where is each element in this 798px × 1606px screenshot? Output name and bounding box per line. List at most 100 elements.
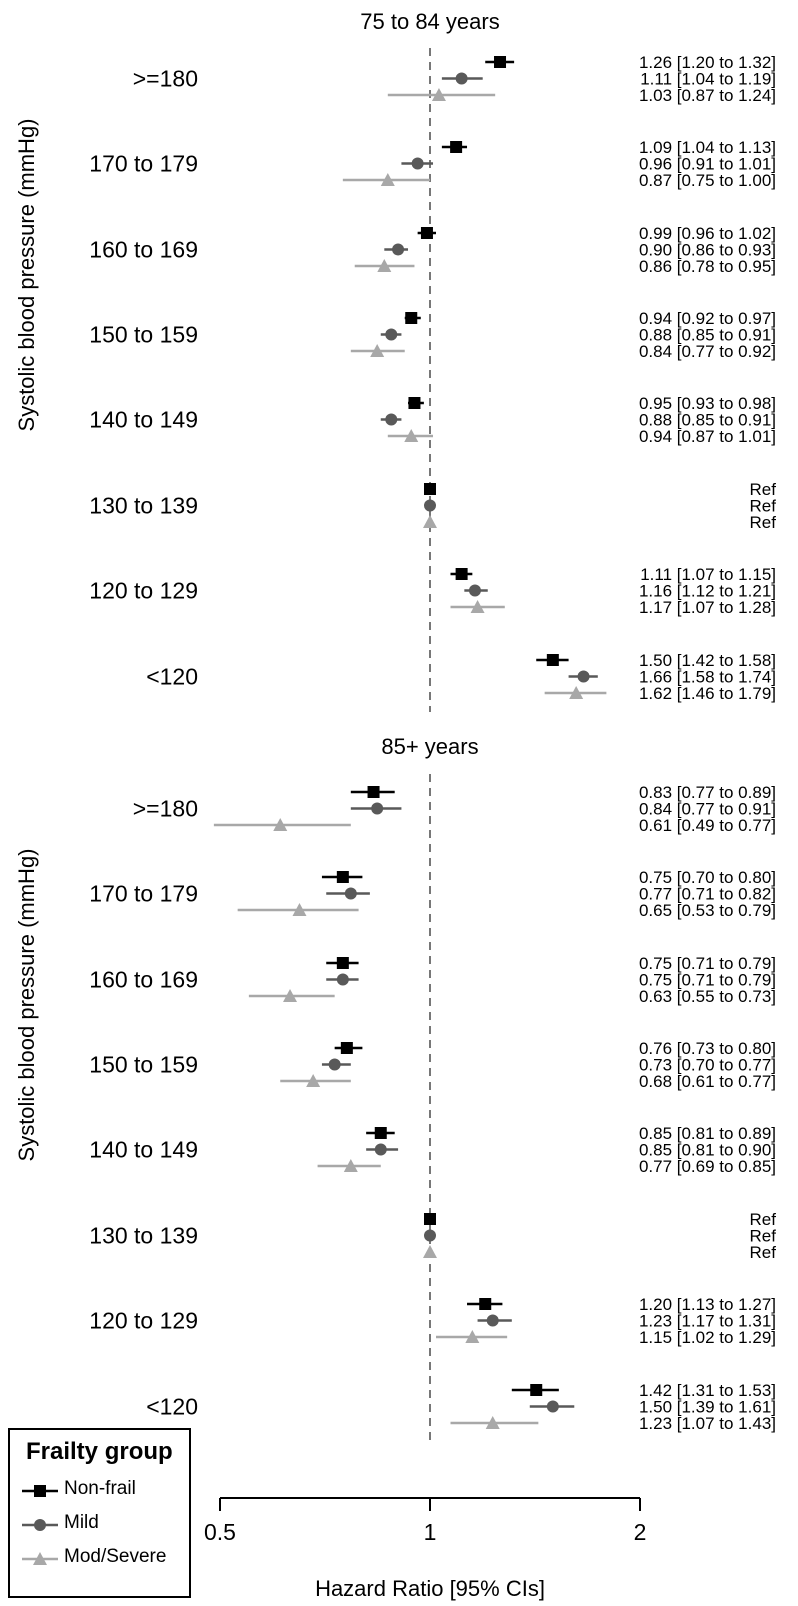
point-marker bbox=[569, 686, 584, 699]
estimate-label: 0.86 [0.78 to 0.95] bbox=[639, 257, 776, 276]
estimate-label: 1.20 [1.13 to 1.27] bbox=[639, 1295, 776, 1314]
point-marker bbox=[424, 1229, 436, 1242]
point-marker bbox=[343, 1159, 358, 1172]
point-marker bbox=[283, 989, 298, 1002]
estimate-label: 1.23 [1.17 to 1.31] bbox=[639, 1312, 776, 1331]
point-marker bbox=[546, 654, 559, 666]
estimate-label: Ref bbox=[750, 513, 777, 532]
point-marker bbox=[423, 515, 437, 528]
category-label: >=180 bbox=[133, 66, 198, 92]
category-label: 160 to 169 bbox=[89, 967, 198, 993]
x-tick-label: 2 bbox=[634, 1519, 647, 1545]
point-marker bbox=[408, 397, 421, 409]
point-marker bbox=[377, 259, 392, 272]
estimate-label: 1.09 [1.04 to 1.13] bbox=[639, 138, 776, 157]
estimate-label: 0.95 [0.93 to 0.98] bbox=[639, 394, 776, 413]
category-label: <120 bbox=[146, 664, 198, 690]
category-label: 120 to 129 bbox=[89, 1308, 198, 1334]
estimate-label: 0.75 [0.71 to 0.79] bbox=[639, 971, 776, 990]
estimate-label: 0.75 [0.71 to 0.79] bbox=[639, 954, 776, 973]
point-marker bbox=[380, 173, 395, 186]
category-label: <120 bbox=[146, 1394, 198, 1420]
point-marker bbox=[385, 413, 398, 426]
category-label: 170 to 179 bbox=[89, 881, 198, 907]
point-marker bbox=[577, 670, 590, 683]
point-marker bbox=[530, 1384, 543, 1396]
legend-label: Mild bbox=[64, 1512, 99, 1533]
point-marker bbox=[411, 157, 424, 170]
point-marker bbox=[420, 227, 433, 239]
point-marker bbox=[374, 1127, 387, 1139]
estimate-label: 0.85 [0.81 to 0.90] bbox=[639, 1141, 776, 1160]
estimate-label: 1.26 [1.20 to 1.32] bbox=[639, 53, 776, 72]
estimate-label: 0.99 [0.96 to 1.02] bbox=[639, 224, 776, 243]
estimate-label: 0.77 [0.69 to 0.85] bbox=[639, 1157, 776, 1176]
estimate-label: 0.65 [0.53 to 0.79] bbox=[639, 901, 776, 920]
estimate-label: 0.61 [0.49 to 0.77] bbox=[639, 816, 776, 835]
point-marker bbox=[273, 818, 288, 831]
panel-title: 85+ years bbox=[381, 734, 478, 759]
point-marker bbox=[465, 1330, 480, 1343]
estimate-label: 0.88 [0.85 to 0.91] bbox=[639, 326, 776, 345]
point-marker bbox=[470, 600, 485, 613]
estimate-label: 0.94 [0.87 to 1.01] bbox=[639, 427, 776, 446]
point-marker bbox=[423, 1245, 437, 1258]
estimate-label: 0.63 [0.55 to 0.73] bbox=[639, 987, 776, 1006]
point-marker bbox=[336, 871, 349, 883]
point-marker bbox=[455, 72, 468, 85]
estimate-label: 1.23 [1.07 to 1.43] bbox=[639, 1414, 776, 1433]
point-marker bbox=[450, 141, 463, 153]
point-marker bbox=[424, 1213, 436, 1225]
estimate-label: 1.15 [1.02 to 1.29] bbox=[639, 1328, 776, 1347]
estimate-label: 1.03 [0.87 to 1.24] bbox=[639, 86, 776, 105]
estimate-label: 0.87 [0.75 to 1.00] bbox=[639, 171, 776, 190]
estimate-label: 0.90 [0.86 to 0.93] bbox=[639, 241, 776, 260]
point-marker bbox=[431, 88, 446, 101]
estimate-label: 1.17 [1.07 to 1.28] bbox=[639, 598, 776, 617]
point-marker bbox=[336, 973, 349, 986]
x-tick-label: 0.5 bbox=[204, 1519, 236, 1545]
point-marker bbox=[405, 312, 418, 324]
category-label: 170 to 179 bbox=[89, 151, 198, 177]
point-marker bbox=[424, 499, 436, 512]
point-marker bbox=[455, 568, 468, 580]
category-label: 150 to 159 bbox=[89, 322, 198, 348]
square-marker-icon bbox=[22, 1485, 58, 1497]
point-marker bbox=[494, 56, 507, 68]
category-label: 160 to 169 bbox=[89, 237, 198, 263]
category-label: 130 to 139 bbox=[89, 1223, 198, 1249]
point-marker bbox=[292, 903, 307, 916]
estimate-label: 1.16 [1.12 to 1.21] bbox=[639, 582, 776, 601]
point-marker bbox=[424, 483, 436, 495]
point-marker bbox=[485, 1416, 500, 1429]
estimate-label: 1.62 [1.46 to 1.79] bbox=[639, 684, 776, 703]
category-label: 150 to 159 bbox=[89, 1052, 198, 1078]
point-marker bbox=[306, 1074, 321, 1087]
point-marker bbox=[371, 802, 384, 815]
point-marker bbox=[404, 429, 419, 442]
estimate-label: 1.50 [1.39 to 1.61] bbox=[639, 1398, 776, 1417]
point-marker bbox=[392, 243, 405, 256]
point-marker bbox=[479, 1298, 492, 1310]
estimate-label: 0.75 [0.70 to 0.80] bbox=[639, 868, 776, 887]
estimate-label: 0.68 [0.61 to 0.77] bbox=[639, 1072, 776, 1091]
point-marker bbox=[486, 1314, 499, 1327]
legend-item-mild: Mild bbox=[20, 1512, 190, 1538]
estimate-label: Ref bbox=[750, 497, 777, 516]
estimate-label: 0.84 [0.77 to 0.92] bbox=[639, 342, 776, 361]
point-marker bbox=[336, 957, 349, 969]
estimate-label: 0.84 [0.77 to 0.91] bbox=[639, 800, 776, 819]
point-marker bbox=[374, 1143, 387, 1156]
point-marker bbox=[546, 1400, 559, 1413]
category-label: 120 to 129 bbox=[89, 578, 198, 604]
point-marker bbox=[367, 786, 380, 798]
estimate-label: 0.76 [0.73 to 0.80] bbox=[639, 1039, 776, 1058]
estimate-label: 1.11 [1.04 to 1.19] bbox=[640, 70, 776, 89]
estimate-label: 0.73 [0.70 to 0.77] bbox=[639, 1056, 776, 1075]
circle-marker-icon bbox=[22, 1519, 58, 1531]
estimate-label: 0.96 [0.91 to 1.01] bbox=[639, 155, 776, 174]
legend-label: Mod/Severe bbox=[64, 1546, 167, 1567]
point-marker bbox=[344, 887, 357, 900]
category-label: 130 to 139 bbox=[89, 493, 198, 519]
triangle-marker-icon bbox=[22, 1552, 58, 1565]
